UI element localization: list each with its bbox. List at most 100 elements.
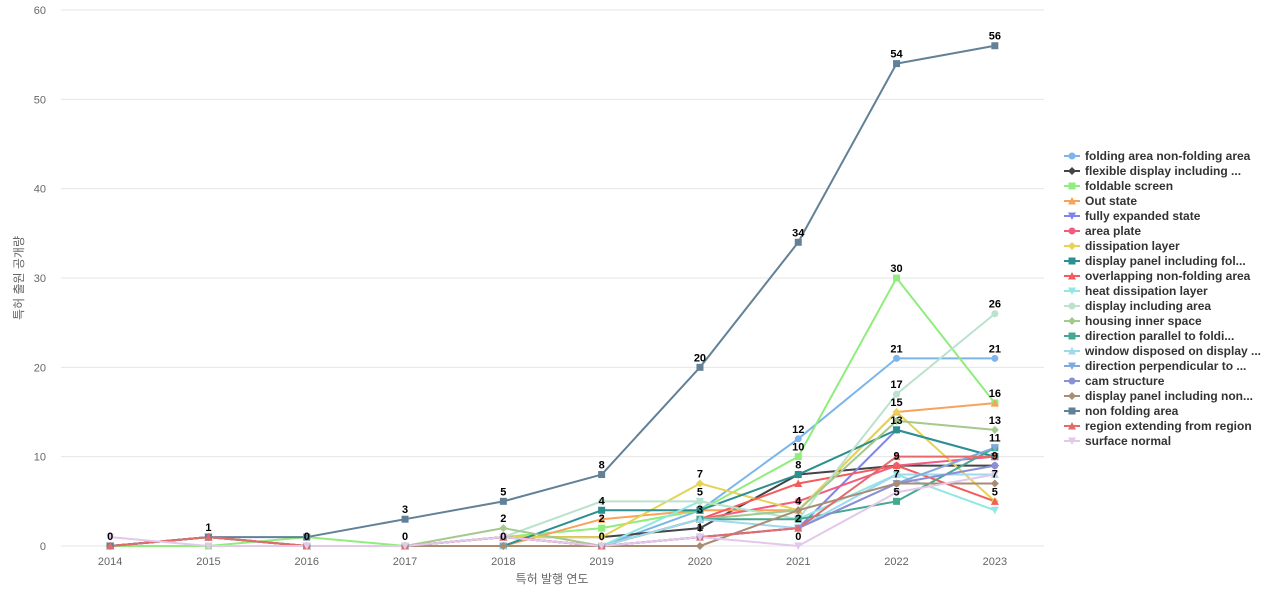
legend-swatch-marker (1068, 212, 1076, 220)
data-label: 20 (694, 352, 706, 364)
series-point (106, 542, 115, 550)
data-label: 4 (795, 495, 802, 507)
data-label: 5 (893, 486, 899, 498)
series-point (598, 524, 606, 532)
data-label: 1 (697, 522, 703, 534)
series-point (598, 506, 606, 514)
legend-swatch-marker (1068, 347, 1076, 355)
data-label: 11 (989, 433, 1001, 445)
data-label: 34 (792, 227, 805, 239)
series-point (794, 471, 802, 479)
legend-swatch-marker (1068, 332, 1076, 340)
legend-item: direction perpendicular to ... (1064, 359, 1246, 373)
x-tick-label: 2023 (983, 556, 1007, 568)
series-point (892, 488, 901, 497)
series-point (991, 42, 999, 50)
series-point (597, 533, 606, 542)
x-tick-label: 2014 (98, 556, 122, 568)
series-point (794, 453, 802, 461)
series-point (892, 461, 901, 470)
legend-label: dissipation layer (1085, 239, 1180, 253)
legend-label: cam structure (1085, 374, 1165, 388)
series-point (991, 310, 999, 318)
series-point (990, 471, 999, 479)
series-point (597, 515, 606, 523)
series-point (794, 515, 802, 523)
data-label: 56 (989, 31, 1001, 43)
legend-item: dissipation layer (1064, 239, 1180, 253)
legend-item: area plate (1064, 224, 1141, 238)
legend-label: flexible display including ... (1085, 164, 1241, 178)
legend-swatch-marker (1068, 392, 1076, 400)
series-point (990, 399, 999, 407)
series-point (794, 238, 802, 246)
legend-label: direction perpendicular to ... (1085, 359, 1246, 373)
series-point (893, 354, 901, 362)
legend-swatch-marker (1068, 377, 1076, 385)
legend-swatch-marker (1068, 182, 1076, 190)
series-point (794, 435, 802, 443)
x-axis-title: 특허 발행 연도 (516, 571, 589, 586)
series-point (794, 506, 803, 515)
legend-label: Out state (1085, 194, 1137, 208)
data-label: 9 (893, 451, 899, 463)
legend-label: window disposed on display ... (1084, 344, 1261, 358)
series-point (990, 452, 999, 461)
series-point (892, 416, 901, 425)
series-line (109, 402, 996, 547)
data-label: 8 (795, 460, 801, 472)
y-tick-label: 40 (34, 184, 46, 196)
legend-item: display including area (1064, 299, 1211, 313)
legend-item: display panel including non... (1064, 389, 1253, 403)
legend-item: direction parallel to foldi... (1064, 329, 1234, 343)
data-label: 2 (500, 513, 506, 525)
series-point (892, 470, 901, 479)
legend-swatch-marker (1068, 302, 1076, 310)
series-line (109, 446, 996, 547)
series-point (499, 497, 507, 505)
series-point (794, 524, 803, 532)
series-point (106, 533, 115, 542)
series-point (204, 533, 213, 541)
series-point (303, 533, 311, 541)
data-label: 13 (890, 415, 902, 427)
series-point (794, 479, 803, 487)
series-line (109, 446, 996, 547)
legend-label: display panel including non... (1085, 389, 1253, 403)
legend-swatch-marker (1068, 407, 1076, 415)
series-point (302, 542, 311, 550)
legend-label: heat dissipation layer (1085, 284, 1208, 298)
data-label: 15 (890, 397, 902, 409)
series-line (109, 473, 996, 547)
data-label: 5 (500, 486, 506, 498)
legend-item: flexible display including ... (1064, 164, 1241, 178)
legend-item: fully expanded state (1064, 209, 1201, 223)
legend-swatch-marker (1068, 272, 1076, 280)
data-label: 3 (697, 504, 703, 516)
data-label: 0 (304, 531, 310, 543)
legend-swatch-marker (1068, 197, 1076, 205)
data-label: 7 (893, 468, 899, 480)
data-label: 26 (989, 299, 1001, 311)
legend-item: housing inner space (1064, 314, 1202, 328)
legend-item: foldable screen (1064, 179, 1173, 193)
legend-label: overlapping non-folding area (1085, 269, 1251, 283)
data-labels: 0103052084202075313412108420543021171513… (107, 31, 1001, 543)
legend-swatch-marker (1068, 257, 1076, 265)
legend-item: surface normal (1064, 434, 1171, 448)
legend-label: area plate (1085, 224, 1141, 238)
series-point (794, 497, 802, 505)
y-tick-label: 20 (34, 362, 46, 374)
series-point (990, 506, 999, 515)
data-label: 0 (107, 531, 113, 543)
series-line (109, 44, 996, 547)
data-label: 54 (890, 49, 903, 61)
data-label: 0 (402, 531, 408, 543)
series-point (499, 524, 508, 533)
data-label: 0 (599, 531, 605, 543)
series-point (990, 497, 999, 505)
legend-item: region extending from region (1064, 419, 1252, 433)
